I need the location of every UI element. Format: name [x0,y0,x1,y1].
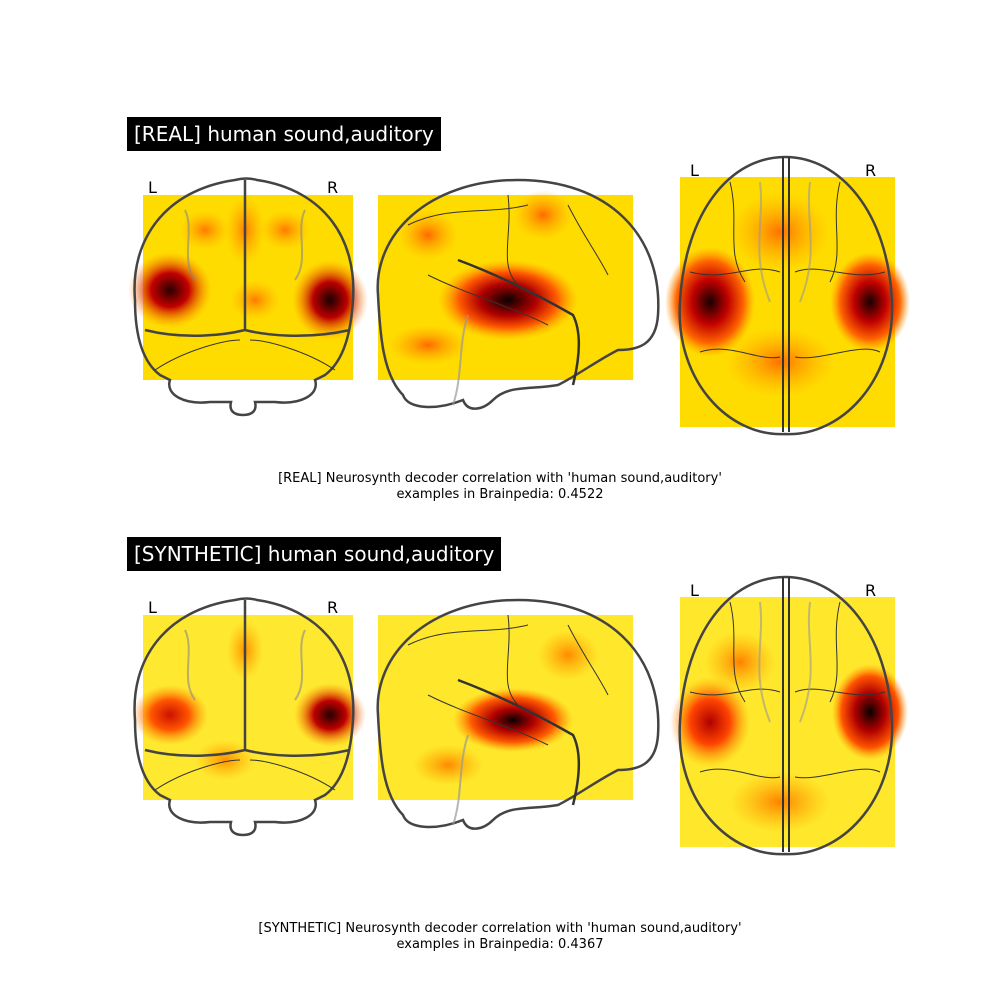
panel-title: [REAL] human sound,auditory [127,117,441,151]
orientation-label-right: R [327,178,339,197]
orientation-label-left: L [690,581,699,600]
coronal-brain-view [128,177,368,417]
panel-title: [SYNTHETIC] human sound,auditory [127,537,502,571]
orientation-label-left: L [148,598,157,617]
orientation-label-left: L [690,161,699,180]
sagittal-brain-view [376,178,660,410]
orientation-label-right: R [865,581,877,600]
caption-line: examples in Brainpedia: 0.4522 [396,487,604,502]
orientation-label-right: R [865,161,877,180]
glass-brain-panel-synthetic: [SYNTHETIC] human sound,auditory L R L R [0,420,1000,952]
glass-brain-panel-real: [REAL] human sound,auditory L R L R [127,117,910,502]
caption-line: [REAL] Neurosynth decoder correlation wi… [278,471,722,486]
caption-line: [SYNTHETIC] Neurosynth decoder correlati… [258,921,742,936]
axial-brain-view [665,155,910,436]
coronal-brain-view [132,597,366,837]
orientation-label-right: R [327,598,339,617]
axial-brain-view [670,575,908,856]
caption-line: examples in Brainpedia: 0.4367 [396,937,604,952]
orientation-label-left: L [148,178,157,197]
sagittal-brain-view [376,598,660,830]
